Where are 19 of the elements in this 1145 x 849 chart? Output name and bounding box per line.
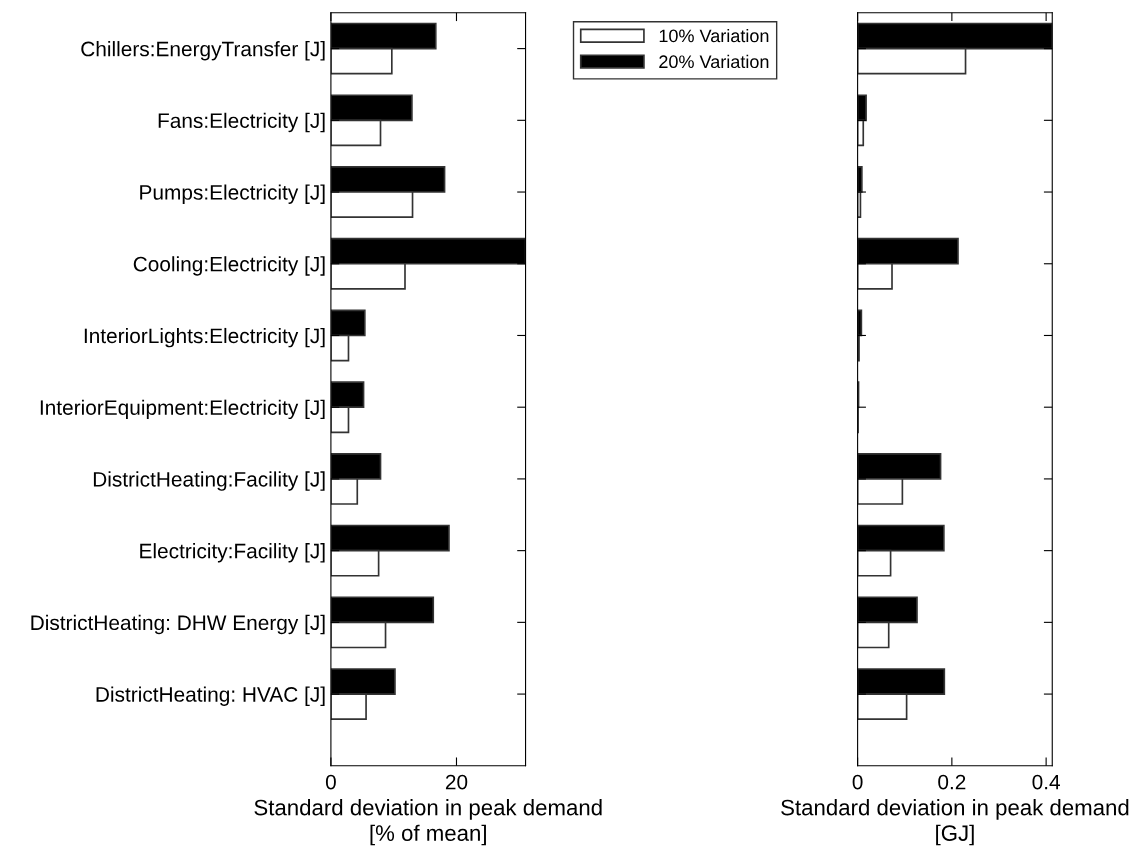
x-tick-label: 20 (445, 774, 468, 790)
y-tick-label: InteriorLights:Electricity [J] (84, 327, 325, 348)
x-tick-label: 0 (852, 774, 863, 790)
y-tick-label: Cooling:Electricity [J] (133, 256, 325, 276)
x-axis-title: Standard deviation in peak demand [% of mean] (254, 799, 602, 846)
y-tick-label: Electricity:Facility [J] (140, 543, 325, 563)
x-axis-title: Standard deviation in peak demand [GJ] (781, 799, 1129, 846)
y-tick-label: InteriorEquipment:Electricity [J] (40, 399, 325, 420)
y-tick-label: DistrictHeating:Facility [J] (93, 471, 325, 491)
y-tick-label: DistrictHeating: HVAC [J] (96, 686, 325, 706)
y-tick-label: Fans:Electricity [J] (158, 112, 325, 133)
x-tick-label: 0.2 (938, 774, 966, 790)
legend-label: 10% Variation (659, 28, 769, 43)
x-tick-label: 0.4 (1032, 774, 1060, 790)
y-tick-label: DistrictHeating: DHW Energy [J] (31, 614, 325, 635)
y-tick-label: Chillers:EnergyTransfer [J] (81, 41, 325, 61)
x-tick-label: 0 (325, 774, 336, 790)
legend-label: 20% Variation (659, 54, 769, 69)
y-tick-label: Pumps:Electricity [J] (140, 184, 325, 204)
